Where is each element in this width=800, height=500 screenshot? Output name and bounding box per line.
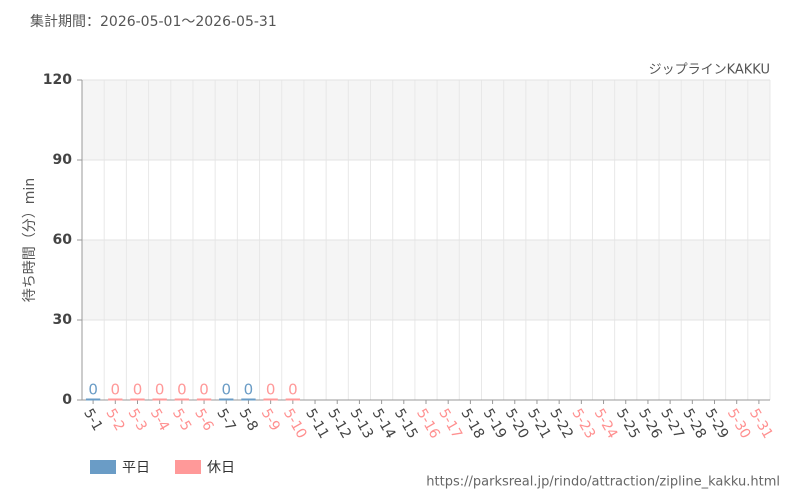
data-label: 0 (244, 381, 254, 399)
legend-swatch (175, 460, 201, 474)
bar (196, 398, 212, 401)
data-label: 0 (177, 381, 187, 399)
data-label: 0 (266, 381, 276, 399)
x-tick-label: 5-7 (213, 406, 238, 434)
source-url: https://parksreal.jp/rindo/attraction/zi… (426, 475, 780, 490)
bar (174, 398, 190, 401)
data-label: 0 (111, 381, 121, 399)
legend-swatch (90, 460, 116, 474)
grid-band (82, 80, 770, 160)
data-label: 0 (221, 381, 231, 399)
x-tick-label: 5-31 (746, 406, 776, 442)
x-tick-label: 5-6 (191, 406, 216, 434)
y-tick-label: 60 (53, 232, 73, 248)
grid-band (82, 240, 770, 320)
y-tick-label: 90 (53, 152, 73, 168)
y-tick-label: 120 (43, 72, 72, 88)
y-tick-label: 0 (62, 392, 72, 408)
data-label: 0 (155, 381, 165, 399)
data-label: 0 (88, 381, 98, 399)
x-tick-label: 5-2 (102, 406, 127, 434)
bar (219, 398, 234, 401)
data-label: 0 (133, 381, 143, 399)
bar (285, 398, 300, 401)
chart-title: 集計期間：2026-05-01～2026-05-31 (30, 13, 277, 30)
bar (152, 398, 167, 401)
bar (241, 398, 256, 401)
data-label: 0 (199, 381, 209, 399)
y-tick-label: 30 (53, 312, 73, 328)
chart-subtitle: ジップラインKAKKU (649, 63, 770, 78)
x-tick-label: 5-4 (147, 406, 172, 434)
x-tick-label: 5-8 (236, 406, 261, 434)
x-tick-label: 5-9 (258, 406, 283, 434)
bar (85, 398, 101, 401)
y-axis-label: 待ち時間（分）min (22, 178, 38, 302)
legend-label: 休日 (207, 460, 235, 476)
bar (130, 398, 145, 401)
bar (263, 398, 278, 401)
bar (108, 398, 123, 401)
x-tick-label: 5-5 (169, 406, 194, 434)
legend-label: 平日 (122, 460, 150, 476)
data-label: 0 (288, 381, 298, 399)
x-tick-label: 5-3 (125, 406, 150, 434)
x-tick-label: 5-1 (80, 406, 105, 434)
